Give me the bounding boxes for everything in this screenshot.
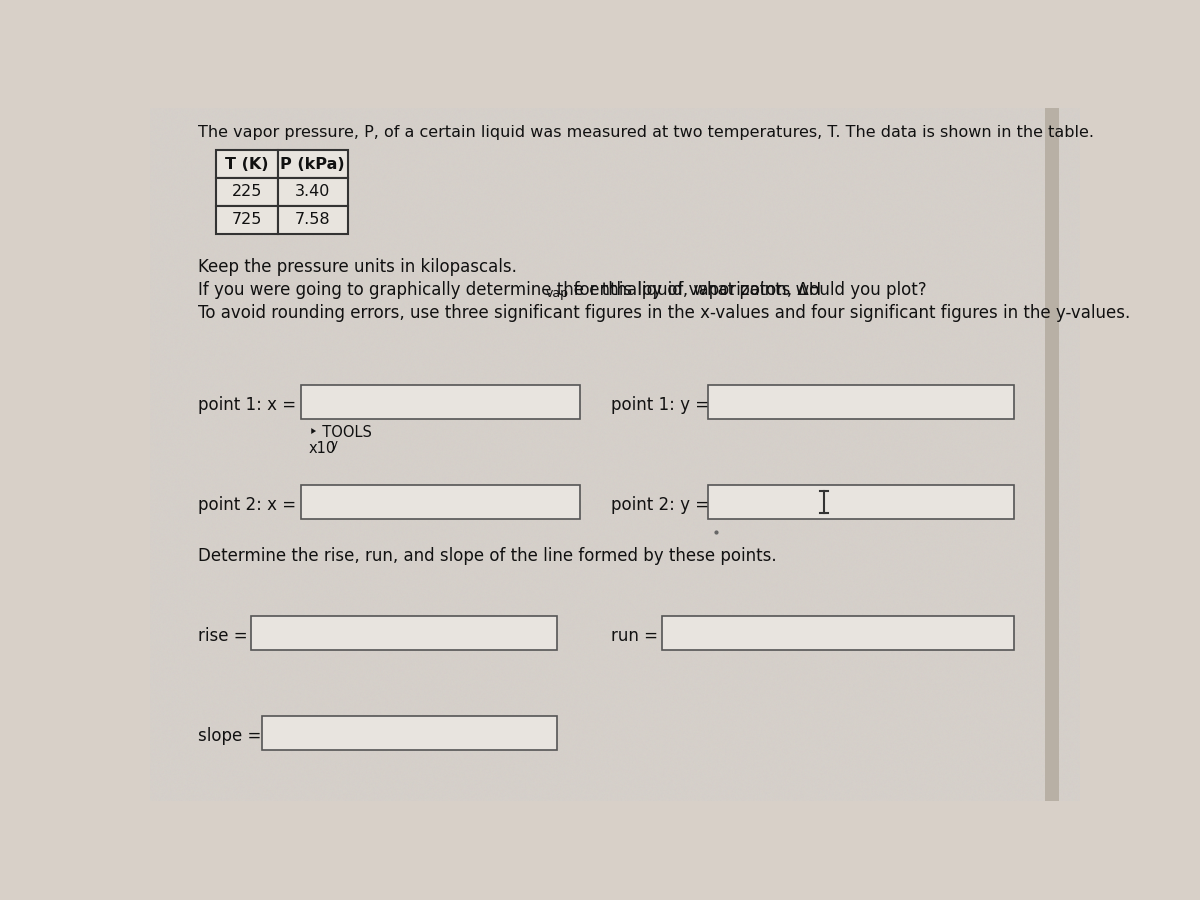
Text: run =: run = xyxy=(611,627,658,645)
Text: point 2: x =: point 2: x = xyxy=(198,496,296,514)
Text: ‣ TOOLS: ‣ TOOLS xyxy=(308,425,372,440)
Text: 725: 725 xyxy=(232,212,262,227)
Text: If you were going to graphically determine the enthalpy of vaporizaton, ΔH: If you were going to graphically determi… xyxy=(198,281,821,299)
FancyBboxPatch shape xyxy=(1045,108,1060,801)
Text: rise =: rise = xyxy=(198,627,247,645)
Text: 7.58: 7.58 xyxy=(295,212,330,227)
Text: , for this liquid, what points would you plot?: , for this liquid, what points would you… xyxy=(563,281,926,299)
FancyBboxPatch shape xyxy=(708,485,1014,519)
FancyBboxPatch shape xyxy=(278,206,348,233)
Text: point 1: x =: point 1: x = xyxy=(198,396,296,414)
Text: Determine the rise, run, and slope of the line formed by these points.: Determine the rise, run, and slope of th… xyxy=(198,547,776,565)
Text: To avoid rounding errors, use three significant figures in the x-values and four: To avoid rounding errors, use three sign… xyxy=(198,304,1130,322)
FancyBboxPatch shape xyxy=(301,385,580,419)
FancyBboxPatch shape xyxy=(251,616,557,650)
FancyBboxPatch shape xyxy=(661,616,1014,650)
Text: P (kPa): P (kPa) xyxy=(281,157,346,172)
Text: 3.40: 3.40 xyxy=(295,184,330,200)
FancyBboxPatch shape xyxy=(301,485,580,519)
Text: point 2: y =: point 2: y = xyxy=(611,496,709,514)
Text: The vapor pressure, P, of a certain liquid was measured at two temperatures, T. : The vapor pressure, P, of a certain liqu… xyxy=(198,125,1094,140)
FancyBboxPatch shape xyxy=(263,716,557,751)
Text: x10: x10 xyxy=(308,441,336,455)
Text: point 1: y =: point 1: y = xyxy=(611,396,709,414)
FancyBboxPatch shape xyxy=(216,178,278,206)
FancyBboxPatch shape xyxy=(278,150,348,178)
FancyBboxPatch shape xyxy=(216,150,278,178)
FancyBboxPatch shape xyxy=(708,385,1014,419)
FancyBboxPatch shape xyxy=(216,206,278,233)
Text: Keep the pressure units in kilopascals.: Keep the pressure units in kilopascals. xyxy=(198,258,517,276)
FancyBboxPatch shape xyxy=(278,178,348,206)
Text: slope =: slope = xyxy=(198,727,262,745)
Text: T (K): T (K) xyxy=(226,157,269,172)
Text: y: y xyxy=(330,438,337,451)
Text: 225: 225 xyxy=(232,184,262,200)
Text: vap: vap xyxy=(545,286,569,300)
